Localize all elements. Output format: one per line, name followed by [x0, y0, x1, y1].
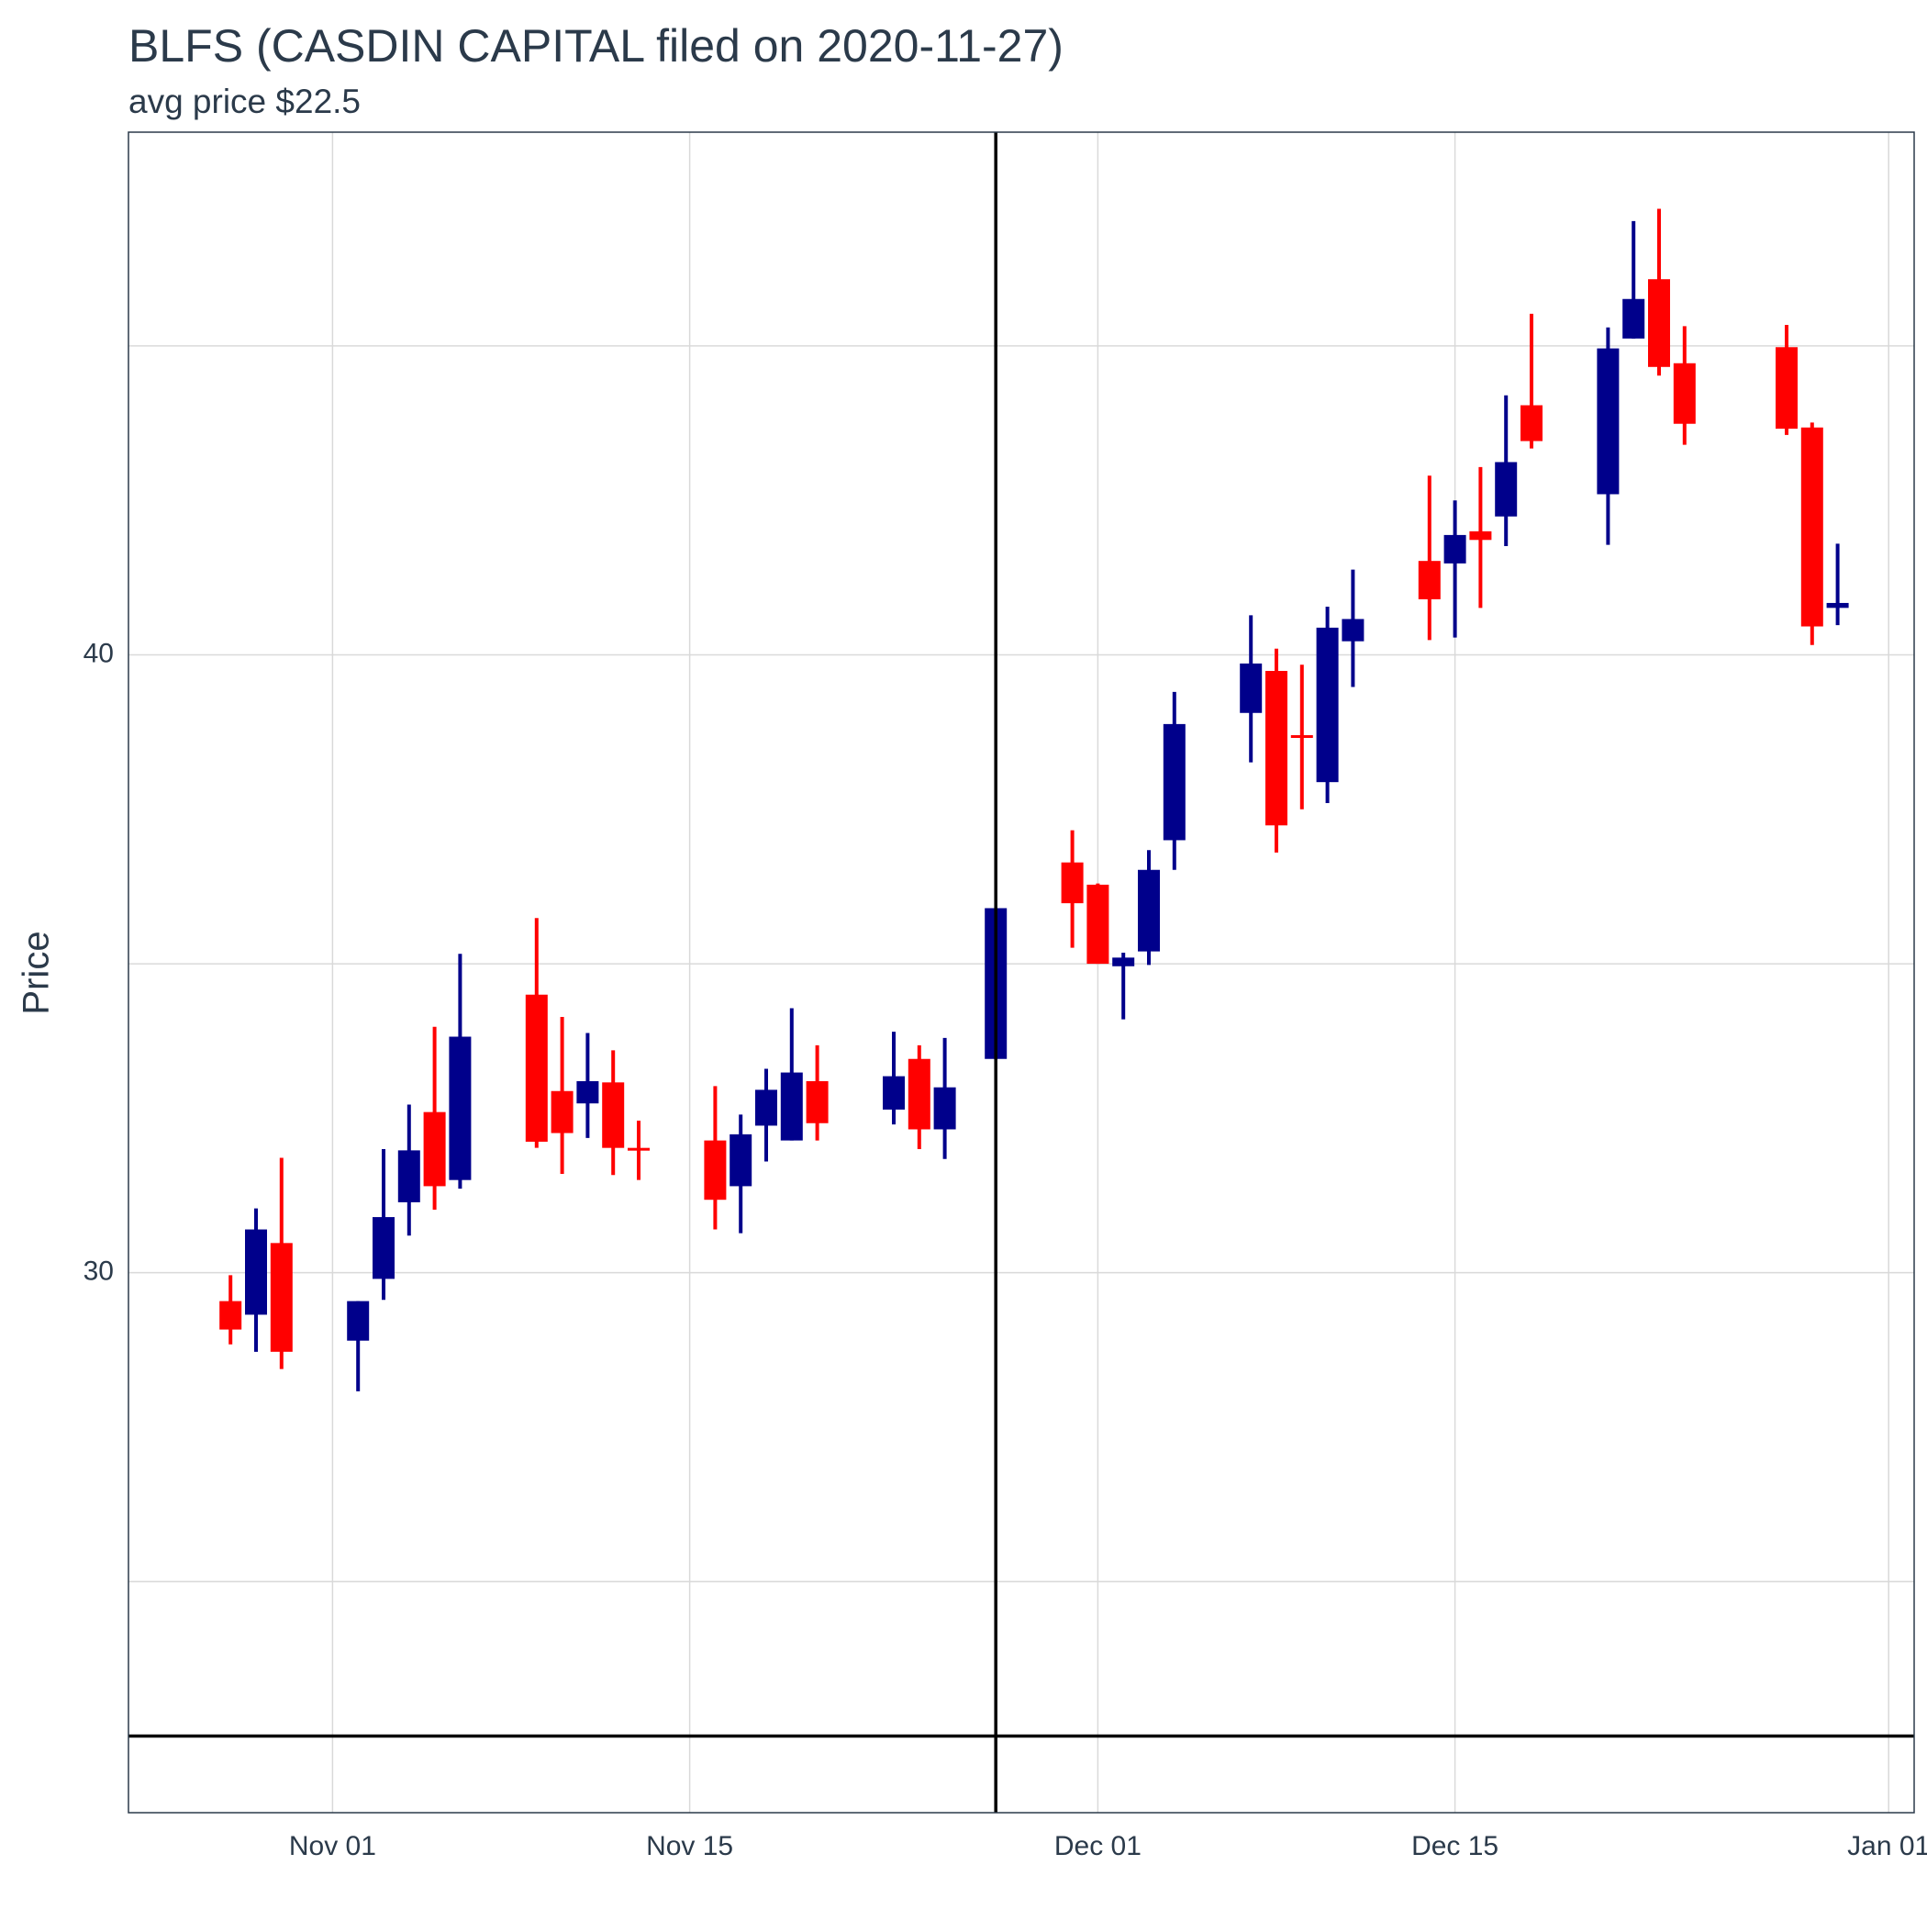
candle-body [1138, 869, 1160, 952]
candle-body [1342, 619, 1364, 642]
candle-body [1265, 670, 1287, 826]
candle-body [1240, 663, 1263, 713]
candle-body [525, 994, 548, 1142]
chart-title: BLFS (CASDIN CAPITAL filed on 2020-11-27… [128, 20, 1064, 72]
candle-body [576, 1080, 599, 1104]
plot-border [128, 131, 1915, 1814]
candle-body [1520, 405, 1543, 441]
candle-body [373, 1217, 395, 1279]
candle-body [423, 1111, 446, 1187]
x-tick-label: Jan 01 [1847, 1831, 1927, 1861]
candle-body [883, 1076, 905, 1110]
y-axis-label: Price [17, 931, 57, 1014]
candle-body [551, 1090, 574, 1134]
candle-body [908, 1058, 930, 1130]
candle-body [755, 1089, 777, 1126]
candle-body [1061, 862, 1084, 904]
candle-body [397, 1150, 420, 1202]
candle-body [1290, 735, 1313, 739]
x-tick-label: Nov 01 [289, 1831, 376, 1861]
y-tick-label: 40 [84, 638, 114, 668]
candle-body [628, 1147, 650, 1151]
x-tick-label: Dec 01 [1054, 1831, 1142, 1861]
candle-body [1316, 627, 1339, 783]
candle-body [780, 1072, 803, 1141]
candle-body [1495, 462, 1518, 517]
x-tick-label: Nov 15 [646, 1831, 733, 1861]
candle-body [1443, 534, 1466, 564]
candle-body [1622, 298, 1645, 339]
candle-body [347, 1301, 370, 1341]
candle-body [270, 1243, 293, 1352]
candle-body [1673, 363, 1696, 424]
candle-body [1826, 602, 1849, 609]
y-tick-label: 30 [84, 1256, 114, 1287]
candle-body [245, 1229, 267, 1315]
candle-body [449, 1036, 472, 1180]
candle-body [730, 1134, 752, 1187]
candle-body [1469, 530, 1492, 541]
candle-body [1800, 427, 1823, 627]
candle-body [219, 1301, 242, 1330]
candle-body [1648, 279, 1670, 367]
x-tick-label: Dec 15 [1411, 1831, 1498, 1861]
candle-body [704, 1140, 727, 1201]
candle-body [602, 1082, 625, 1148]
chart-subtitle: avg price $22.5 [128, 83, 361, 120]
candle-body [933, 1087, 956, 1130]
candle-body [1776, 347, 1798, 430]
candle-body [1597, 348, 1620, 495]
candle-body [806, 1080, 829, 1123]
candle-body [1418, 561, 1441, 599]
candle-body [1163, 723, 1186, 841]
candle-body [1112, 957, 1135, 966]
candle-body [1086, 884, 1109, 965]
